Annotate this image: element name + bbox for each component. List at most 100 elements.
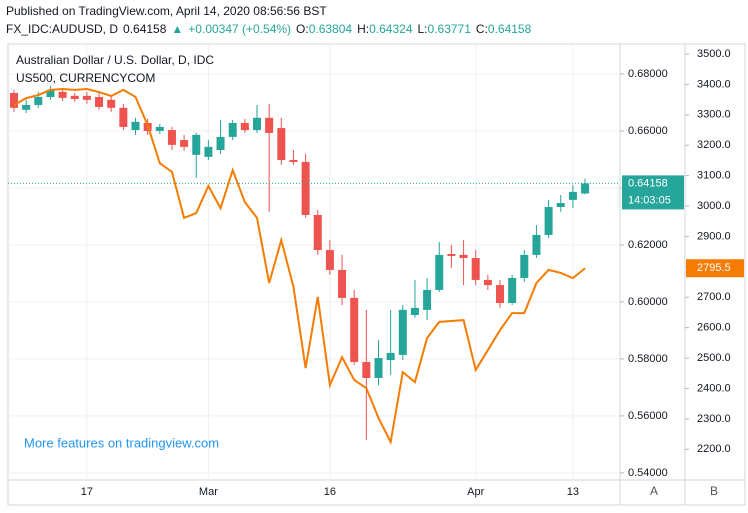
candle-body xyxy=(471,258,480,280)
y2-tick-label: 2200.0 xyxy=(697,443,731,455)
candle-body xyxy=(362,362,371,378)
y-tick-label: 0.66000 xyxy=(628,125,668,137)
candle-body xyxy=(180,140,189,147)
header-l-label: L: xyxy=(418,22,428,36)
y2-tick-label: 3500.0 xyxy=(697,48,731,60)
candle-body xyxy=(277,128,286,160)
y-tick-label: 0.56000 xyxy=(628,410,668,422)
candle-body xyxy=(119,107,128,127)
y2-tick-label: 3300.0 xyxy=(697,109,731,121)
overlay-tag xyxy=(686,259,744,278)
candle-body xyxy=(544,207,553,235)
candle-body xyxy=(338,269,347,298)
header-c-label: C: xyxy=(476,22,488,36)
candle-body xyxy=(204,146,213,157)
candle-body xyxy=(520,254,529,278)
y2-tick-label: 2400.0 xyxy=(697,382,731,394)
y2-tick-label: 3100.0 xyxy=(697,170,731,182)
x-tick-label: 13 xyxy=(567,486,579,498)
countdown-label: 14:03:05 xyxy=(628,194,671,206)
candle-body xyxy=(22,104,31,110)
price-tag-label: 0.64158 xyxy=(628,177,668,189)
candle-body xyxy=(58,91,67,98)
frame xyxy=(7,43,746,506)
candle-body xyxy=(192,134,201,155)
candle-body xyxy=(350,297,359,363)
y-tick-label: 0.68000 xyxy=(628,68,668,80)
candle-body xyxy=(10,93,18,108)
header-c: 0.64158 xyxy=(488,22,532,36)
candle-body xyxy=(568,191,577,200)
candle-body xyxy=(398,309,407,355)
candle-body xyxy=(34,97,43,105)
y2-tick-label: 3000.0 xyxy=(697,200,731,212)
y-tick-label: 0.58000 xyxy=(628,353,668,365)
y-tick-label: 0.60000 xyxy=(628,296,668,308)
candle-body xyxy=(253,117,261,131)
symbol-header: FX_IDC:AUDUSD, D 0.64158 ▲ +0.00347 (+0.54%… xyxy=(6,22,532,36)
header-h-label: H: xyxy=(357,22,369,36)
candle-body xyxy=(556,203,565,208)
header-arrow: ▲ xyxy=(171,22,183,36)
candle-body xyxy=(496,285,504,304)
y2-tick-label: 2600.0 xyxy=(697,322,731,334)
candle-body xyxy=(508,277,517,304)
candle-body xyxy=(216,136,225,151)
header-o: 0.63804 xyxy=(309,22,353,36)
price-tag xyxy=(622,175,684,210)
candle-body xyxy=(581,183,590,194)
y2-tick-label: 2900.0 xyxy=(697,230,731,242)
candle-body xyxy=(289,159,298,162)
legend-main: Australian Dollar / U.S. Dollar, D, IDC xyxy=(16,53,214,67)
y2-tick-label: 2500.0 xyxy=(697,352,731,364)
watermark[interactable]: More features on tradingview.com xyxy=(24,435,219,450)
header-l: 0.63771 xyxy=(428,22,472,36)
candle-body xyxy=(107,99,116,108)
y-tick-label: 0.54000 xyxy=(628,467,668,479)
candle-body xyxy=(447,254,456,257)
candle-body xyxy=(228,122,237,137)
x-tick-label: Apr xyxy=(467,486,484,498)
x-tick-label: 16 xyxy=(324,486,336,498)
y2-tick-label: 3200.0 xyxy=(697,139,731,151)
header-o-label: O: xyxy=(296,22,309,36)
candle-body xyxy=(265,117,274,133)
overlay-line xyxy=(13,87,586,446)
candle-body xyxy=(167,130,176,145)
overlay-tag-label: 2795.5 xyxy=(697,262,731,274)
candle-body xyxy=(374,358,383,378)
candle-body xyxy=(95,97,104,107)
candle-body xyxy=(532,234,541,255)
candle-body xyxy=(46,89,55,98)
header-h: 0.64324 xyxy=(369,22,413,36)
candle-body xyxy=(240,122,249,131)
y-tick-label: 0.62000 xyxy=(628,239,668,251)
candle-body xyxy=(301,161,310,215)
y2-tick-label: 3400.0 xyxy=(697,78,731,90)
header-symbol: FX_IDC:AUDUSD, D xyxy=(6,22,118,36)
candle-body xyxy=(313,214,322,251)
header-price: 0.64158 xyxy=(123,22,167,36)
candle-body xyxy=(155,126,164,131)
candle-body xyxy=(410,307,419,316)
candle-body xyxy=(483,279,492,286)
y2-tick-label: 2300.0 xyxy=(697,413,731,425)
candle-body xyxy=(325,250,334,270)
candle-body xyxy=(82,95,91,100)
candle-body xyxy=(131,121,140,131)
log-button[interactable]: B xyxy=(710,484,718,498)
candle-body xyxy=(423,289,432,310)
candle-body xyxy=(386,352,395,361)
x-tick-label: Mar xyxy=(199,486,218,498)
x-tick-label: 17 xyxy=(81,486,93,498)
header-change: +0.00347 (+0.54%) xyxy=(188,22,291,36)
candle-body xyxy=(70,95,79,99)
legend-overlay: US500, CURRENCYCOM xyxy=(16,71,155,85)
y2-tick-label: 2700.0 xyxy=(697,291,731,303)
candle-body xyxy=(459,254,468,259)
auto-button[interactable]: A xyxy=(650,484,658,498)
published: Published on TradingView.com, April 14, … xyxy=(6,4,327,18)
candle-body xyxy=(435,254,444,290)
